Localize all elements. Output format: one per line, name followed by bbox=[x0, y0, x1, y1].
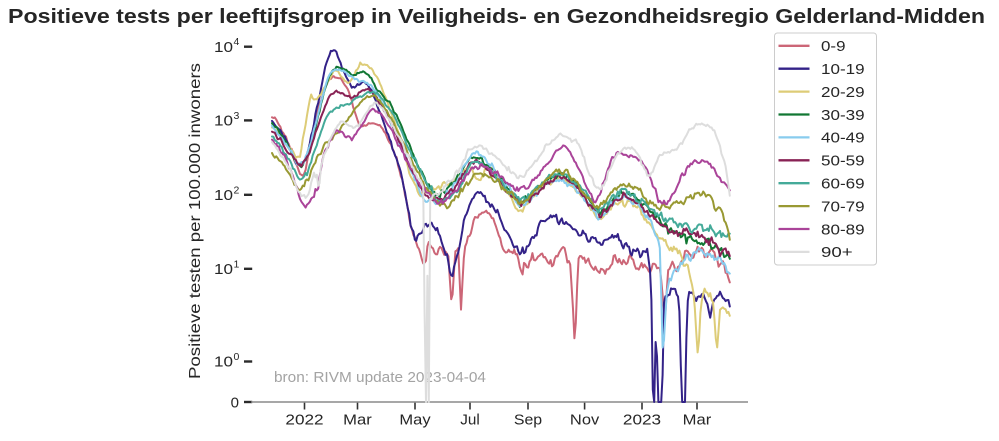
svg-text:10: 10 bbox=[214, 187, 233, 204]
svg-text:Positieve tests per leeftijfsg: Positieve tests per leeftijfsgroep in Ve… bbox=[8, 6, 985, 28]
svg-text:50-59: 50-59 bbox=[821, 153, 865, 170]
svg-text:30-39: 30-39 bbox=[821, 107, 865, 124]
svg-text:10-19: 10-19 bbox=[821, 61, 865, 78]
svg-text:0-9: 0-9 bbox=[821, 38, 846, 55]
svg-text:10: 10 bbox=[214, 354, 233, 371]
svg-text:2023: 2023 bbox=[623, 412, 661, 429]
svg-text:0: 0 bbox=[231, 394, 239, 411]
svg-text:70-79: 70-79 bbox=[821, 198, 865, 215]
svg-text:bron: RIVM update 2023-04-04: bron: RIVM update 2023-04-04 bbox=[274, 369, 486, 386]
svg-text:Mar: Mar bbox=[683, 412, 712, 429]
svg-text:2022: 2022 bbox=[285, 412, 323, 429]
svg-text:May: May bbox=[399, 412, 431, 429]
svg-text:Sep: Sep bbox=[514, 412, 542, 429]
svg-text:3: 3 bbox=[234, 110, 240, 122]
svg-text:Jul: Jul bbox=[460, 412, 480, 429]
svg-text:90+: 90+ bbox=[821, 244, 853, 261]
svg-text:4: 4 bbox=[234, 36, 240, 48]
svg-text:10: 10 bbox=[214, 261, 233, 278]
svg-text:80-89: 80-89 bbox=[821, 221, 865, 238]
svg-text:Mar: Mar bbox=[343, 412, 372, 429]
svg-text:10: 10 bbox=[214, 113, 233, 130]
svg-text:1: 1 bbox=[234, 258, 240, 270]
svg-text:60-69: 60-69 bbox=[821, 176, 865, 193]
svg-text:Nov: Nov bbox=[570, 412, 600, 429]
svg-text:40-49: 40-49 bbox=[821, 130, 865, 147]
svg-text:2: 2 bbox=[234, 184, 240, 196]
svg-text:0: 0 bbox=[234, 351, 240, 363]
svg-text:Positieve testen per 100.000 i: Positieve testen per 100.000 inwoners bbox=[187, 63, 204, 379]
svg-text:20-29: 20-29 bbox=[821, 84, 865, 101]
svg-text:10: 10 bbox=[214, 39, 233, 56]
